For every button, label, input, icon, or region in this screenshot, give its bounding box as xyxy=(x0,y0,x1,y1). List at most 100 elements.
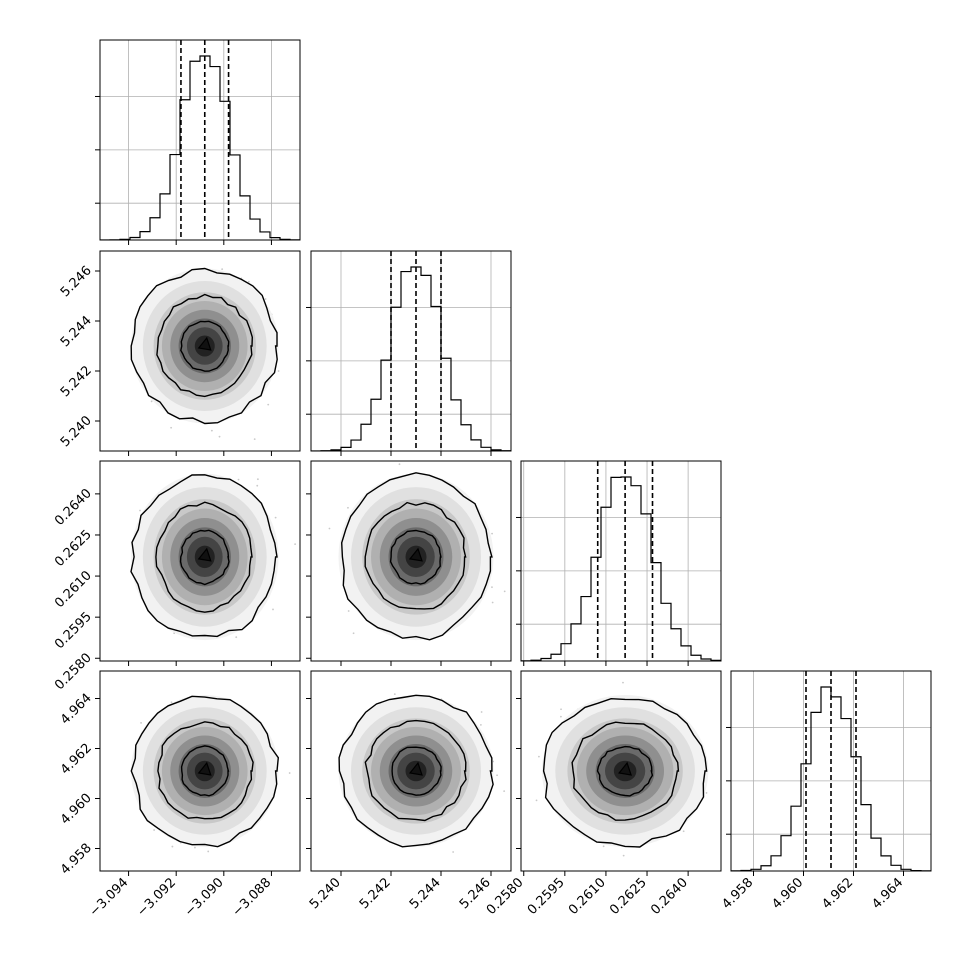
scatter-point xyxy=(294,543,297,546)
scatter-point xyxy=(253,438,256,441)
y-tick-label-2-3: 0.2625 xyxy=(52,527,95,570)
panel-frame xyxy=(99,39,301,241)
histogram-0 xyxy=(100,55,300,240)
y-tick-label-1-0: 5.240 xyxy=(58,413,95,450)
scatter-point xyxy=(210,429,213,432)
x-tick-label-1-1: 5.242 xyxy=(357,875,394,912)
scatter-point xyxy=(139,509,141,512)
panel-frame xyxy=(520,670,722,872)
scatter-point xyxy=(491,586,493,589)
y-tick-label-2-4: 0.2640 xyxy=(52,486,95,529)
scatter-point xyxy=(560,715,562,718)
scatter-point xyxy=(560,708,562,711)
panel-2-1 xyxy=(306,460,512,666)
scatter-point xyxy=(535,799,538,802)
contour-2-0-2 xyxy=(130,474,278,638)
scatter-point xyxy=(218,435,221,438)
scatter-point xyxy=(267,403,270,406)
y-tick-label-3-3: 4.964 xyxy=(58,691,95,728)
scatter-point xyxy=(622,681,624,684)
panel-3-0: −3.094 −3.092 −3.090 −3.088 4.958 4.960 4.962 4… xyxy=(58,670,301,920)
scatter-point xyxy=(503,790,506,793)
scatter-point xyxy=(256,484,259,487)
contour-3-0-0 xyxy=(180,745,230,797)
scatter-point xyxy=(153,829,156,831)
scatter-point xyxy=(503,590,506,593)
scatter-point xyxy=(170,701,173,704)
x-tick-label-3-3: 4.964 xyxy=(869,875,906,912)
panel-0-0 xyxy=(95,39,301,245)
scatter-point xyxy=(352,632,355,635)
scatter-point xyxy=(277,370,280,372)
scatter-point xyxy=(194,846,196,849)
scatter-point xyxy=(237,478,240,481)
contour-2-0-1 xyxy=(155,501,253,613)
scatter-point xyxy=(264,298,267,300)
contour-3-1-1 xyxy=(364,719,467,822)
scatter-point xyxy=(328,527,331,530)
contour-3-2-0 xyxy=(596,745,654,797)
x-tick-label-0-1: −3.092 xyxy=(134,875,179,920)
scatter-point xyxy=(274,516,277,519)
panel-frame xyxy=(730,670,932,872)
x-tick-label-1-0: 5.240 xyxy=(307,875,344,912)
peak-contour xyxy=(618,761,632,776)
panel-frame xyxy=(310,460,512,662)
contour-2-0-0 xyxy=(179,529,230,586)
y-tick-label-1-3: 5.246 xyxy=(58,263,95,300)
x-tick-label-2-4: 0.2640 xyxy=(648,875,691,918)
peak-contour xyxy=(197,547,212,562)
y-tick-label-1-2: 5.244 xyxy=(58,313,95,350)
peak-contour xyxy=(408,761,423,776)
scatter-point xyxy=(538,755,540,758)
scatter-point xyxy=(347,610,350,612)
scatter-point xyxy=(491,532,493,535)
y-tick-label-3-2: 4.962 xyxy=(58,741,95,778)
peak-contour xyxy=(197,336,212,351)
panel-2-2 xyxy=(516,460,722,666)
scatter-point xyxy=(171,845,174,848)
x-tick-label-3-1: 4.960 xyxy=(769,875,806,912)
peak-contour xyxy=(408,547,423,562)
contour-3-0-1 xyxy=(157,721,254,820)
y-tick-label-3-0: 4.958 xyxy=(58,841,95,878)
x-tick-label-2-0: 0.2580 xyxy=(484,875,527,918)
panel-3-3: 4.958 4.960 4.962 4.964 xyxy=(719,670,932,912)
contour-3-0-2 xyxy=(130,695,280,848)
panel-frame xyxy=(99,250,301,452)
y-tick-label-2-2: 0.2610 xyxy=(52,568,95,611)
scatter-point xyxy=(347,506,349,509)
scatter-point xyxy=(288,772,291,774)
x-tick-label-0-0: −3.094 xyxy=(87,875,132,920)
scatter-point xyxy=(496,774,498,777)
peak-contour xyxy=(197,761,212,776)
histogram-2 xyxy=(521,476,721,661)
panel-1-0: 5.240 5.242 5.244 5.246 xyxy=(58,250,301,456)
x-tick-label-0-3: −3.088 xyxy=(230,875,275,920)
scatter-point xyxy=(247,280,250,283)
scatter-point xyxy=(479,723,482,726)
scatter-point xyxy=(480,711,483,713)
scatter-point xyxy=(207,850,210,853)
contour-1-0-2 xyxy=(130,267,278,425)
scatter-point xyxy=(398,463,401,466)
scatter-point xyxy=(235,636,238,639)
scatter-point xyxy=(602,845,605,848)
panel-frame xyxy=(99,670,301,872)
scatter-point xyxy=(221,268,224,271)
panel-frame xyxy=(99,460,301,662)
contour-2-1-0 xyxy=(389,529,442,585)
x-tick-label-2-3: 0.2625 xyxy=(607,875,650,918)
scatter-point xyxy=(705,792,708,794)
x-tick-label-3-0: 4.958 xyxy=(719,875,756,912)
scatter-point xyxy=(622,854,625,857)
x-tick-label-2-2: 0.2610 xyxy=(566,875,609,918)
panel-frame xyxy=(310,250,512,452)
contour-1-0-0 xyxy=(180,320,230,372)
scatter-point xyxy=(393,693,396,696)
y-tick-label-2-1: 0.2595 xyxy=(52,609,95,652)
density-fill xyxy=(130,268,279,424)
